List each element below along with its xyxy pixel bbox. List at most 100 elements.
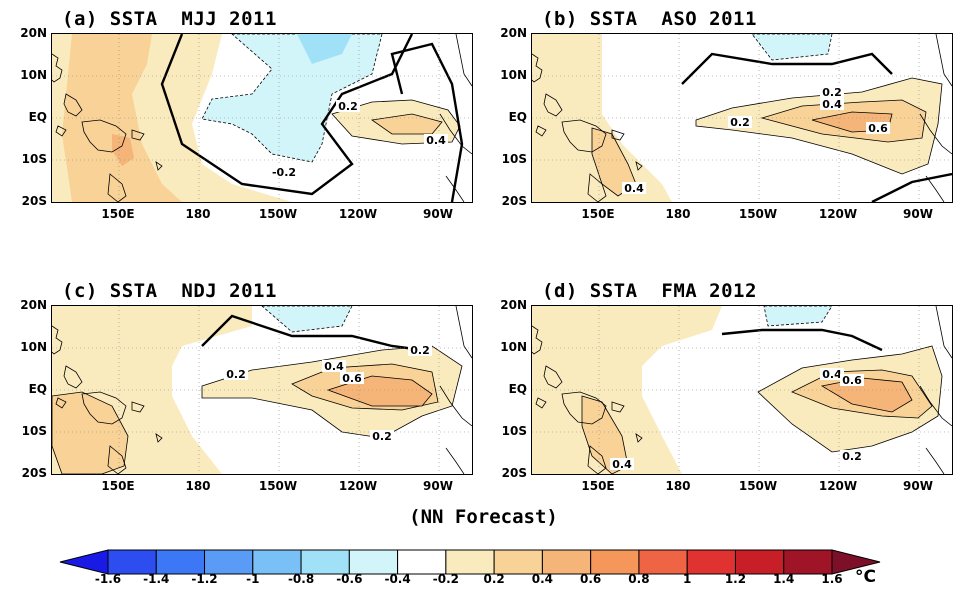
colorbar-tick-label: -0.2	[432, 572, 459, 586]
panel-d-title: (d) SSTA FMA 2012	[542, 280, 757, 302]
contour-label-b-4-bg	[866, 122, 890, 134]
colorbar-segment	[541, 549, 592, 575]
contour-label-d-1: 0.4	[822, 368, 842, 381]
contour-label-b-5: 0.4	[624, 182, 644, 195]
lat-tick-label: EQ	[28, 110, 47, 124]
contour-label-c-4-bg	[408, 344, 432, 356]
colorbar-tick-label: 1	[683, 572, 692, 586]
contour-label-a-3: -0.2	[272, 166, 296, 179]
contour-label-b-1-bg	[820, 86, 844, 98]
lon-tick-label: 90W	[903, 479, 933, 493]
colorbar-segment	[638, 549, 688, 575]
colorbar-segment	[445, 549, 495, 575]
colorbar-left-arrow	[59, 549, 109, 575]
lat-tick-label: 10S	[21, 152, 47, 166]
lon-tick-label: 120W	[818, 207, 858, 221]
lat-tick-label: 10S	[501, 152, 527, 166]
colorbar-segment	[348, 549, 399, 575]
contour-label-c-3: 0.6	[342, 372, 362, 385]
lon-tick-label: 150W	[258, 207, 298, 221]
lon-tick-label: 150W	[738, 479, 778, 493]
colorbar-tick-label: -1.6	[94, 572, 122, 586]
contour-label-d-1-bg	[820, 368, 844, 380]
contour-label-c-1-bg	[224, 368, 248, 380]
lon-tick-label: 180	[665, 479, 691, 493]
colorbar-segment	[590, 549, 640, 575]
lat-tick-label: 20S	[501, 466, 527, 480]
colorbar-right-arrow	[831, 549, 881, 575]
colorbar-tick-label: 0.6	[580, 572, 602, 586]
panel-d-map: 0.4 0.6 0.2 0.4	[531, 305, 953, 475]
colorbar-tick-label: 1.6	[821, 572, 843, 586]
lon-tick-label: 90W	[423, 479, 453, 493]
panel-a-svg: 0.2 0.4 -0.2	[52, 34, 472, 202]
lat-tick-label: EQ	[508, 382, 527, 396]
lon-tick-label: 120W	[338, 479, 378, 493]
colorbar-tick-label: 0.4	[531, 572, 554, 586]
panel-c-map: 0.2 0.4 0.6 0.2 0.2	[51, 305, 473, 475]
colorbar-segment	[734, 549, 785, 575]
contour-label-b-2-bg	[820, 98, 844, 110]
colorbar-segment	[397, 549, 447, 575]
panel-c-svg: 0.2 0.40.6 0.2 0.2	[52, 306, 472, 474]
lon-tick-label: 150E	[581, 207, 615, 221]
contour-label-d-2: 0.6	[842, 374, 862, 387]
contour-label-d-3-bg	[840, 450, 864, 462]
colorbar-tick-label: -1.2	[191, 572, 218, 586]
contour-label-c-2-bg	[322, 360, 346, 372]
panel-a-title: (a) SSTA MJJ 2011	[62, 8, 277, 30]
lat-tick-label: EQ	[28, 382, 47, 396]
lon-tick-label: 150E	[581, 479, 615, 493]
contour-label-d-3: 0.2	[842, 450, 862, 463]
contour-label-d-4-bg	[610, 458, 634, 470]
lon-tick-label: 90W	[903, 207, 933, 221]
contour-label-b-3-bg	[728, 116, 752, 128]
colorbar-segment	[252, 549, 302, 575]
colorbar-tick-label: -1.4	[143, 572, 170, 586]
lon-tick-label: 150W	[738, 207, 778, 221]
lat-tick-label: 10N	[20, 340, 47, 354]
contour-label-b-3: 0.2	[730, 116, 750, 129]
colorbar-segment	[493, 549, 543, 575]
lat-tick-label: 20N	[20, 298, 47, 312]
lon-tick-label: 180	[185, 207, 211, 221]
colorbar-segment	[107, 549, 157, 575]
contour-label-c-3-bg	[340, 372, 364, 384]
forecast-caption: (NN Forecast)	[409, 506, 558, 528]
lat-tick-label: 10S	[21, 424, 47, 438]
lat-tick-label: EQ	[508, 110, 527, 124]
colorbar-tick-label: 1.2	[724, 572, 747, 586]
lat-tick-label: 10N	[20, 68, 47, 82]
lon-tick-label: 180	[665, 207, 691, 221]
contour-label-d-2-bg	[840, 374, 864, 386]
colorbar-tick-label: 0.8	[628, 572, 650, 586]
lon-tick-label: 180	[185, 479, 211, 493]
colorbar-tick-label: -0.4	[384, 572, 411, 586]
lat-tick-label: 20N	[500, 26, 527, 40]
contour-label-c-2: 0.4	[324, 360, 344, 373]
lon-tick-label: 120W	[818, 479, 858, 493]
colorbar-segment	[783, 549, 833, 575]
colorbar-tick-label: 1.4	[773, 572, 795, 586]
colorbar-tick-label: -0.6	[336, 572, 363, 586]
contour-label-b-4: 0.6	[868, 122, 888, 135]
unit-label: °C	[855, 567, 876, 587]
contour-label-a-2-bg	[424, 134, 448, 146]
lon-tick-label: 150E	[101, 479, 135, 493]
lat-tick-label: 10N	[500, 68, 527, 82]
lon-tick-label: 90W	[423, 207, 453, 221]
lon-tick-label: 120W	[338, 207, 378, 221]
contour-label-c-4: 0.2	[410, 344, 430, 357]
contour-label-a-1: 0.2	[338, 100, 358, 113]
colorbar-segment	[204, 549, 254, 575]
panel-b-title: (b) SSTA ASO 2011	[542, 8, 757, 30]
contour-label-c-5-bg	[370, 430, 394, 442]
lat-tick-label: 20N	[500, 298, 527, 312]
lat-tick-label: 20N	[20, 26, 47, 40]
contour-label-c-1: 0.2	[226, 368, 246, 381]
panel-c-title: (c) SSTA NDJ 2011	[62, 280, 277, 302]
contour-label-c-5: 0.2	[372, 430, 392, 443]
lat-tick-label: 10S	[501, 424, 527, 438]
lat-tick-label: 20S	[21, 466, 47, 480]
colorbar-segment	[155, 549, 206, 575]
